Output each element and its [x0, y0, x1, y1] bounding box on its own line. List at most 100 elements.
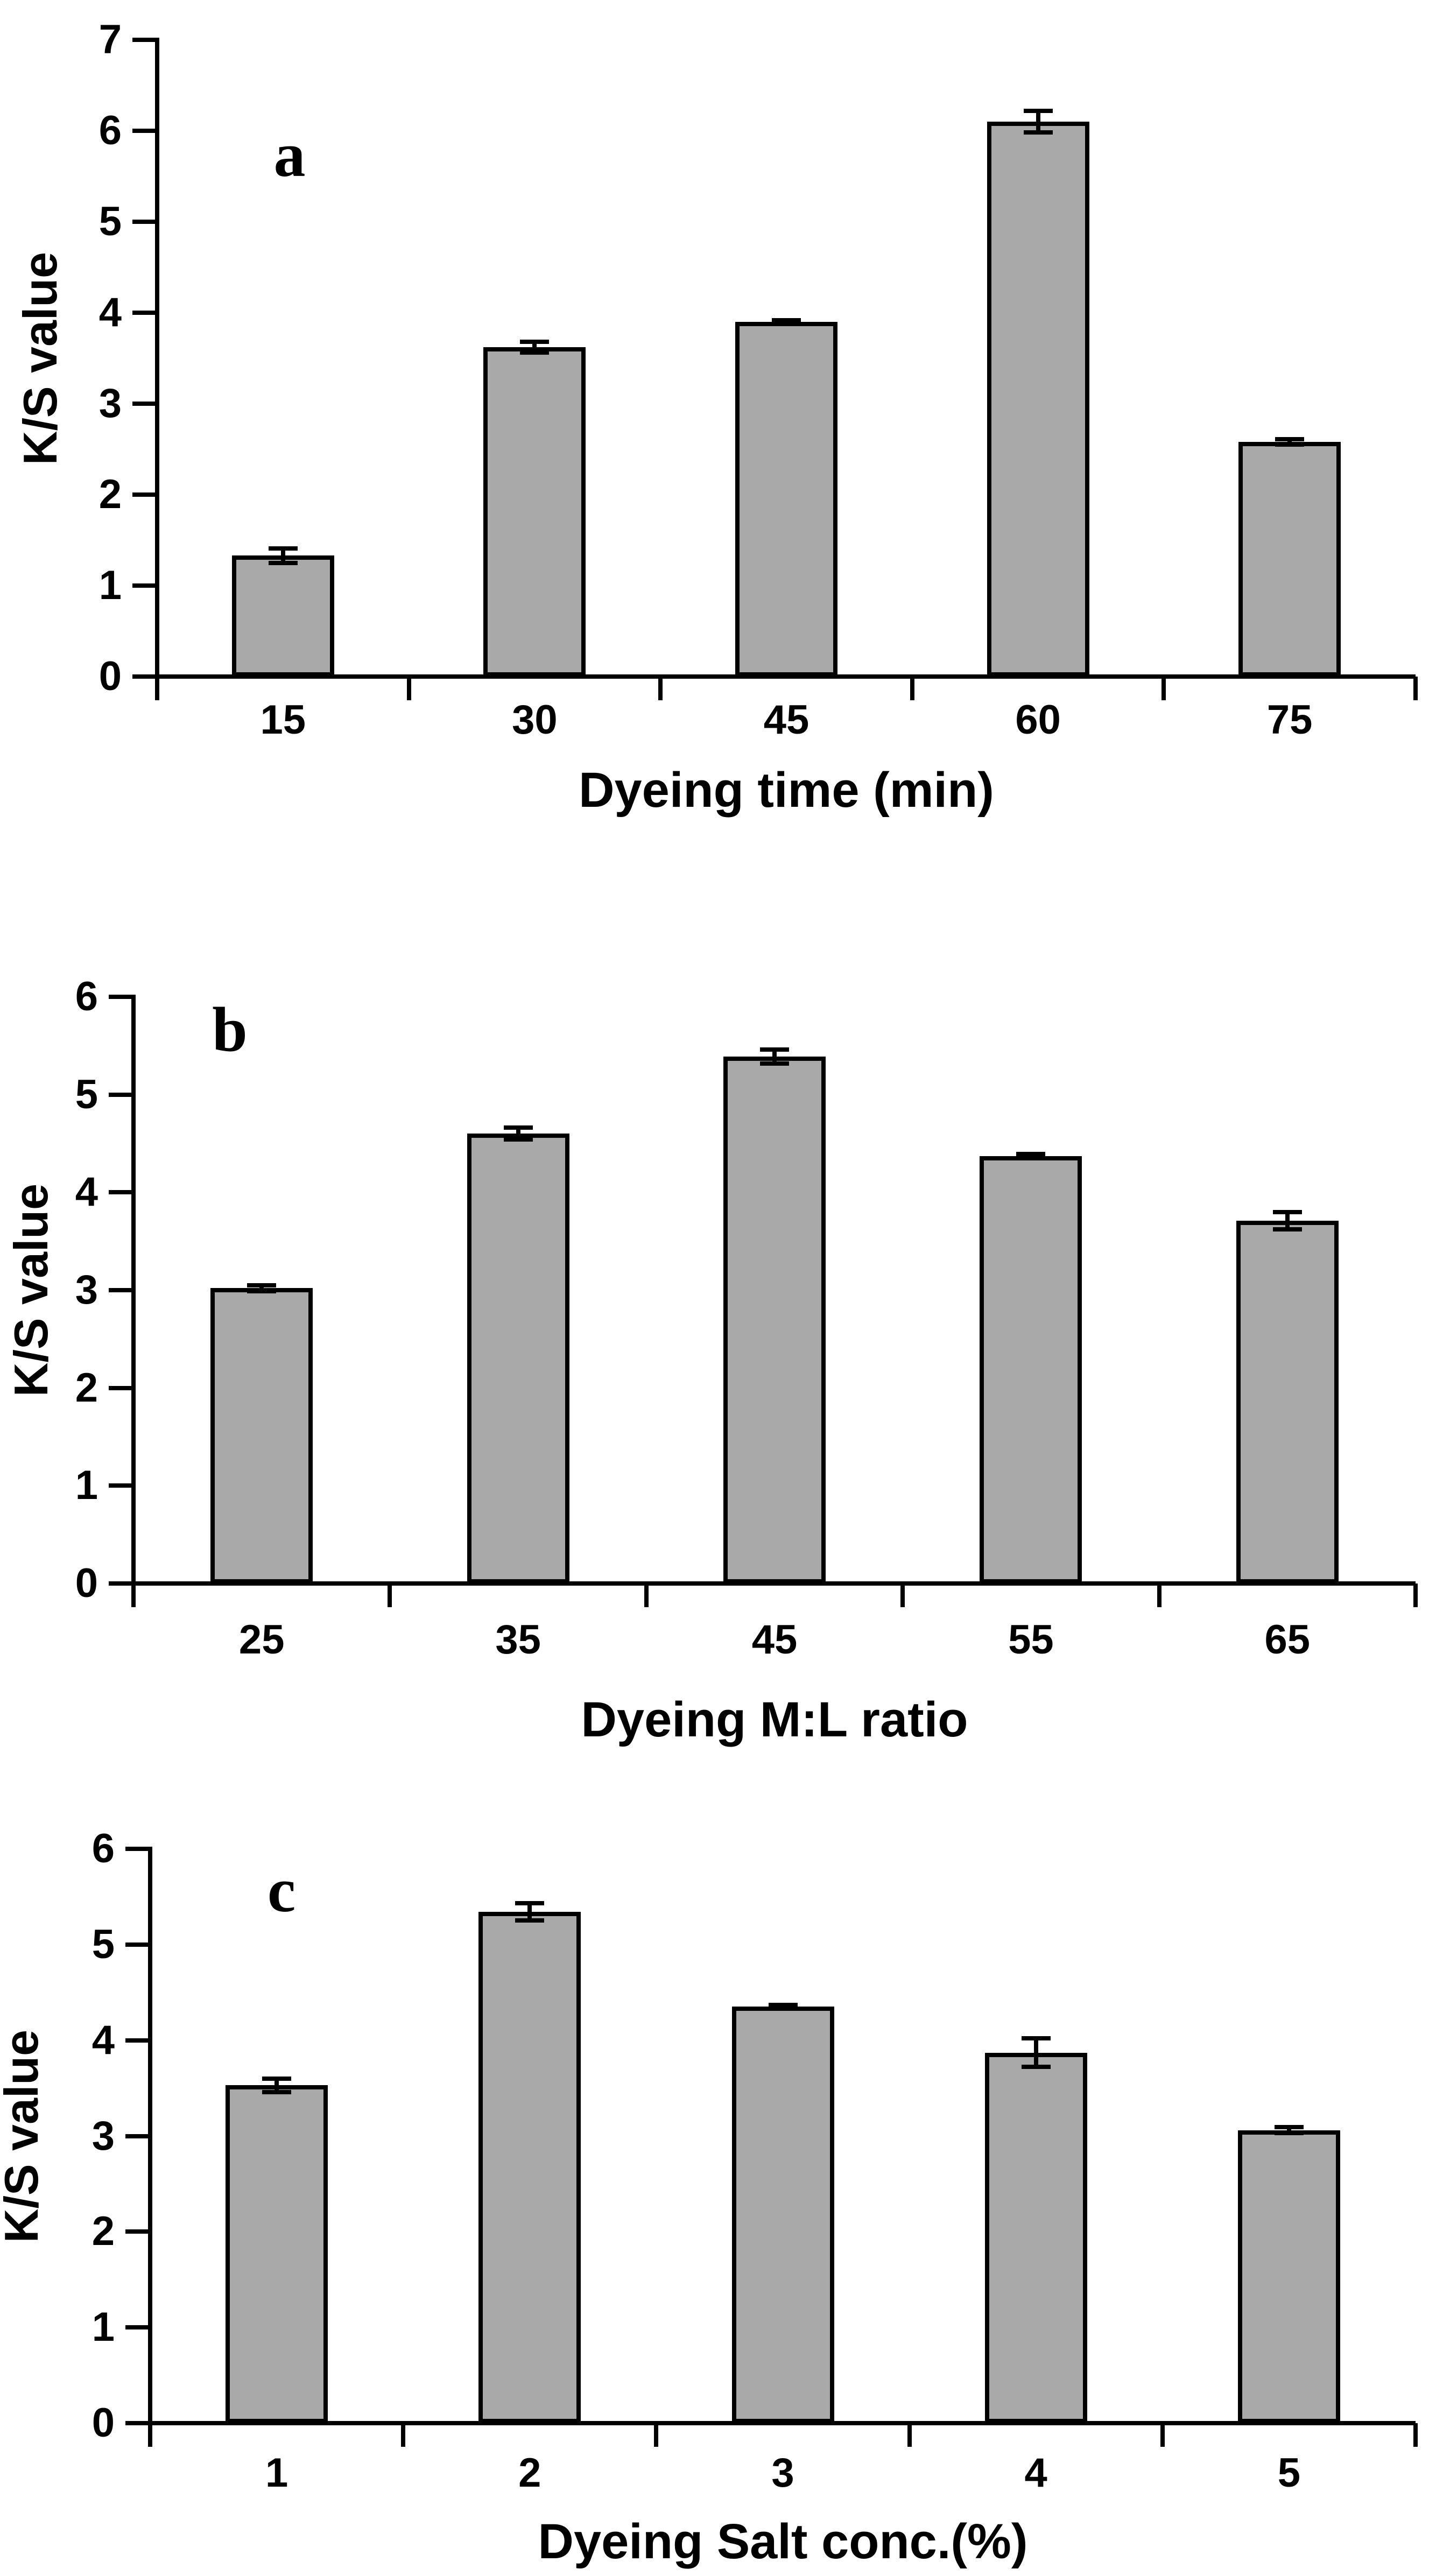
- error-bar-line: [1286, 2127, 1291, 2134]
- x-tick: [910, 677, 914, 700]
- error-bar-line: [772, 1050, 777, 1064]
- y-tick-label: 4: [98, 290, 122, 335]
- x-tick: [654, 2423, 659, 2447]
- x-tick: [658, 677, 663, 700]
- x-category-label: 75: [1266, 697, 1313, 743]
- error-bar-line: [516, 1128, 520, 1140]
- y-tick-label: 2: [91, 2208, 115, 2255]
- y-tick-label: 6: [91, 1826, 115, 1871]
- x-category-label: 1: [265, 2450, 288, 2496]
- y-tick: [132, 311, 157, 315]
- error-bar-cap-bottom: [1272, 1227, 1302, 1232]
- bar: [980, 1156, 1082, 1583]
- y-tick-label: 0: [75, 1560, 98, 1606]
- error-bar-line: [259, 1285, 264, 1291]
- x-category-label: 2: [518, 2450, 541, 2496]
- y-tick-label: 6: [98, 108, 122, 153]
- y-tick-label: 2: [75, 1364, 98, 1411]
- x-category-label: 45: [763, 697, 809, 743]
- error-bar-line: [280, 548, 285, 563]
- x-tick: [907, 2423, 912, 2447]
- y-tick: [125, 2325, 150, 2330]
- x-category-label: 35: [495, 1617, 541, 1663]
- panel-letter: c: [267, 1855, 296, 1925]
- x-tick: [131, 1583, 136, 1607]
- bar: [723, 1056, 826, 1583]
- error-bar-cap-bottom: [515, 1918, 545, 1923]
- y-tick-label: 7: [98, 17, 122, 62]
- bar: [731, 2007, 834, 2423]
- bar: [987, 122, 1089, 677]
- y-tick-label: 4: [91, 2017, 115, 2063]
- error-bar-cap-bottom: [1021, 2065, 1051, 2070]
- x-axis-title: Dyeing time (min): [579, 763, 994, 818]
- y-tick: [125, 2229, 150, 2234]
- x-category-label: 15: [260, 697, 306, 743]
- x-tick: [388, 1583, 392, 1607]
- x-category-label: 55: [1008, 1617, 1054, 1663]
- y-tick-label: 4: [75, 1169, 98, 1215]
- x-tick: [401, 2423, 406, 2447]
- y-tick-label: 5: [98, 199, 122, 244]
- bar: [1237, 2130, 1340, 2423]
- y-axis-line: [148, 1847, 152, 2425]
- x-tick: [1413, 1583, 1418, 1607]
- x-tick: [1160, 2423, 1165, 2447]
- error-bar-cap-top: [1021, 2036, 1051, 2041]
- bar: [231, 555, 334, 677]
- bar: [478, 1912, 581, 2423]
- error-bar-cap-top: [262, 2076, 292, 2081]
- x-category-label: 30: [512, 697, 558, 743]
- error-bar-cap-bottom: [1016, 1156, 1046, 1160]
- x-category-label: 45: [751, 1617, 798, 1663]
- panel-letter: a: [273, 119, 306, 190]
- x-tick: [148, 2423, 152, 2447]
- x-tick: [1157, 1583, 1161, 1607]
- error-bar-line: [1285, 1212, 1290, 1230]
- x-category-label: 25: [238, 1617, 285, 1663]
- x-category-label: 5: [1277, 2450, 1301, 2496]
- error-bar-cap-top: [247, 1283, 277, 1287]
- error-bar-cap-bottom: [760, 1061, 789, 1066]
- y-tick: [109, 995, 133, 999]
- bar: [210, 1288, 313, 1583]
- y-tick-label: 6: [75, 974, 98, 1019]
- error-bar-cap-top: [768, 2002, 798, 2007]
- error-bar-cap-top: [760, 1047, 789, 1052]
- y-tick-label: 3: [98, 381, 122, 426]
- error-bar-cap-bottom: [1274, 2131, 1304, 2136]
- y-tick: [125, 1942, 150, 1947]
- y-tick: [109, 1483, 133, 1488]
- error-bar-cap-top: [515, 1901, 545, 1906]
- y-tick-label: 1: [75, 1462, 98, 1509]
- x-tick: [406, 677, 411, 700]
- y-tick-label: 1: [98, 562, 122, 608]
- error-bar-cap-bottom: [520, 350, 550, 355]
- y-tick-label: 3: [91, 2113, 115, 2159]
- error-bar-cap-top: [503, 1125, 533, 1130]
- error-bar-line: [527, 1903, 532, 1921]
- bar: [1236, 1221, 1339, 1583]
- x-category-label: 4: [1024, 2450, 1047, 2496]
- y-tick: [132, 220, 157, 224]
- error-bar-cap-bottom: [1023, 130, 1053, 135]
- bar: [984, 2052, 1087, 2423]
- error-bar-cap-top: [520, 340, 550, 344]
- y-tick: [125, 2421, 150, 2425]
- error-bar-cap-bottom: [503, 1137, 533, 1142]
- y-tick: [125, 2134, 150, 2138]
- y-tick: [109, 1385, 133, 1390]
- error-bar-cap-top: [1275, 437, 1305, 441]
- y-tick: [109, 1190, 133, 1195]
- error-bar-cap-bottom: [247, 1289, 277, 1293]
- error-bar-cap-top: [1016, 1152, 1046, 1157]
- error-bar-cap-bottom: [1275, 442, 1305, 447]
- error-bar-cap-bottom: [262, 2089, 292, 2094]
- x-axis-title: Dyeing M:L ratio: [581, 1692, 968, 1747]
- y-axis-line: [155, 38, 159, 679]
- y-tick-label: 5: [75, 1071, 98, 1117]
- error-bar-line: [1287, 439, 1292, 445]
- bar: [1238, 441, 1341, 677]
